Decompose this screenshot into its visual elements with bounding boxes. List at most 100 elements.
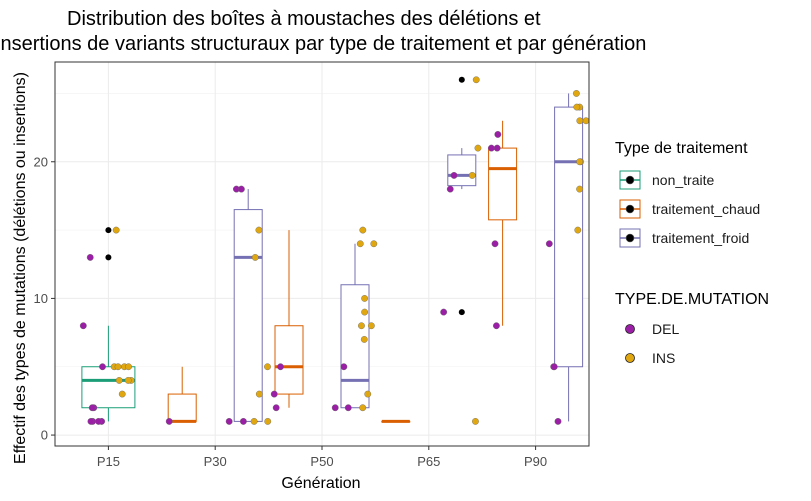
chart-title-line-2: insertions de variants structuraux par t…: [0, 33, 647, 55]
legend-key-traitement_froid: traitement_froid: [619, 228, 749, 248]
point-ins: [115, 377, 123, 384]
point-del: [554, 418, 562, 425]
x-tick-label: P50: [310, 454, 333, 469]
point-ins: [250, 418, 258, 425]
point-del: [99, 363, 106, 371]
point-del: [493, 322, 500, 330]
point-ins: [359, 226, 367, 234]
legend-key-point: [625, 204, 635, 214]
y-tick-label: 0: [41, 428, 48, 443]
box-P50-traitement_froid: [340, 243, 370, 409]
point-ins: [114, 363, 122, 371]
box-iqr: [81, 366, 136, 409]
box-iqr: [167, 393, 197, 422]
box-iqr: [447, 154, 477, 187]
legend-key-point: [625, 233, 635, 243]
y-axis-title: Effectif des types de mutations (délétio…: [12, 72, 29, 464]
point-ins: [364, 390, 372, 398]
x-axis-title: Génération: [281, 475, 360, 492]
point-ins: [360, 336, 368, 343]
point-ins: [125, 363, 132, 371]
point-ins: [358, 322, 365, 330]
point-ins: [474, 144, 482, 152]
point-del: [86, 254, 94, 261]
outlier-point: [105, 227, 112, 234]
point-ins: [124, 377, 132, 384]
point-del: [272, 404, 280, 412]
legend-label-traitement_froid: traitement_froid: [652, 230, 749, 246]
x-tick-label: P30: [204, 454, 227, 469]
point-del: [79, 322, 87, 330]
box-layer: [81, 76, 584, 423]
axis-layer: 0 10 20 P15 P30 P50 P65 P90: [34, 154, 548, 469]
point-del: [491, 240, 499, 248]
box-iqr: [274, 325, 304, 395]
point-ins: [264, 418, 272, 425]
legend-title-mutation: TYPE.DE.MUTATION: [615, 291, 769, 308]
point-del: [494, 131, 502, 138]
point-del: [487, 144, 495, 152]
point-del: [95, 418, 102, 425]
point-del: [440, 308, 448, 316]
chart-title-line-1: Distribution des boîtes à moustaches des…: [67, 8, 541, 30]
point-ins: [251, 254, 259, 261]
point-ins: [359, 404, 367, 412]
x-tick-label: P90: [524, 454, 547, 469]
grid-layer: [55, 62, 589, 446]
point-del: [270, 390, 278, 398]
point-del: [550, 363, 558, 371]
point-layer: [79, 76, 590, 425]
point-ins: [356, 240, 364, 248]
legend-key-point: [625, 175, 635, 185]
point-del: [225, 418, 233, 425]
x-tick-label: P15: [97, 454, 120, 469]
point-ins: [472, 418, 479, 425]
legend-label-non_traite: non_traite: [652, 172, 714, 188]
y-tick-label: 10: [34, 291, 48, 306]
point-ins: [468, 172, 476, 179]
point-ins: [255, 226, 263, 234]
point-del: [165, 418, 173, 425]
legend-key-point: [625, 324, 635, 334]
point-ins: [472, 76, 480, 84]
legend-label-traitement_chaud: traitement_chaud: [652, 201, 760, 217]
point-ins: [582, 117, 590, 125]
point-del: [450, 172, 458, 179]
point-del: [446, 185, 454, 193]
point-del: [88, 404, 96, 412]
point-del: [87, 418, 95, 425]
legend-key-point: [625, 353, 635, 363]
box-P90-traitement_chaud: [488, 120, 518, 326]
legend-label-del: DEL: [652, 321, 679, 337]
legend-label-ins: INS: [652, 350, 675, 366]
legend-key-del: DEL: [625, 321, 679, 337]
point-ins: [361, 308, 369, 316]
legend-key-non_traite: non_traite: [619, 170, 714, 190]
y-tick-label: 20: [34, 154, 48, 169]
legend-key-ins: INS: [625, 350, 675, 366]
box-iqr: [488, 147, 518, 221]
point-ins: [367, 322, 375, 330]
point-ins: [576, 185, 584, 193]
outlier-point: [458, 76, 465, 83]
point-del: [237, 185, 245, 193]
point-ins: [573, 103, 581, 111]
point-del: [340, 363, 348, 371]
point-ins: [118, 390, 126, 398]
point-ins: [574, 226, 582, 234]
box-iqr: [554, 106, 584, 368]
point-del: [545, 240, 553, 248]
legend-layer: Type de traitement non_traite traitement_c…: [615, 140, 769, 366]
point-ins: [576, 117, 584, 125]
point-ins: [361, 295, 369, 302]
box-P90-traitement_froid: [554, 93, 584, 422]
point-del: [344, 404, 352, 412]
outlier-point: [105, 254, 112, 261]
box-P30-traitement_froid: [233, 189, 263, 422]
box-iqr: [233, 209, 263, 422]
point-del: [493, 144, 501, 152]
box-P30-traitement_chaud: [167, 366, 197, 423]
point-ins: [370, 240, 378, 248]
point-ins: [255, 390, 263, 398]
x-tick-label: P65: [417, 454, 440, 469]
